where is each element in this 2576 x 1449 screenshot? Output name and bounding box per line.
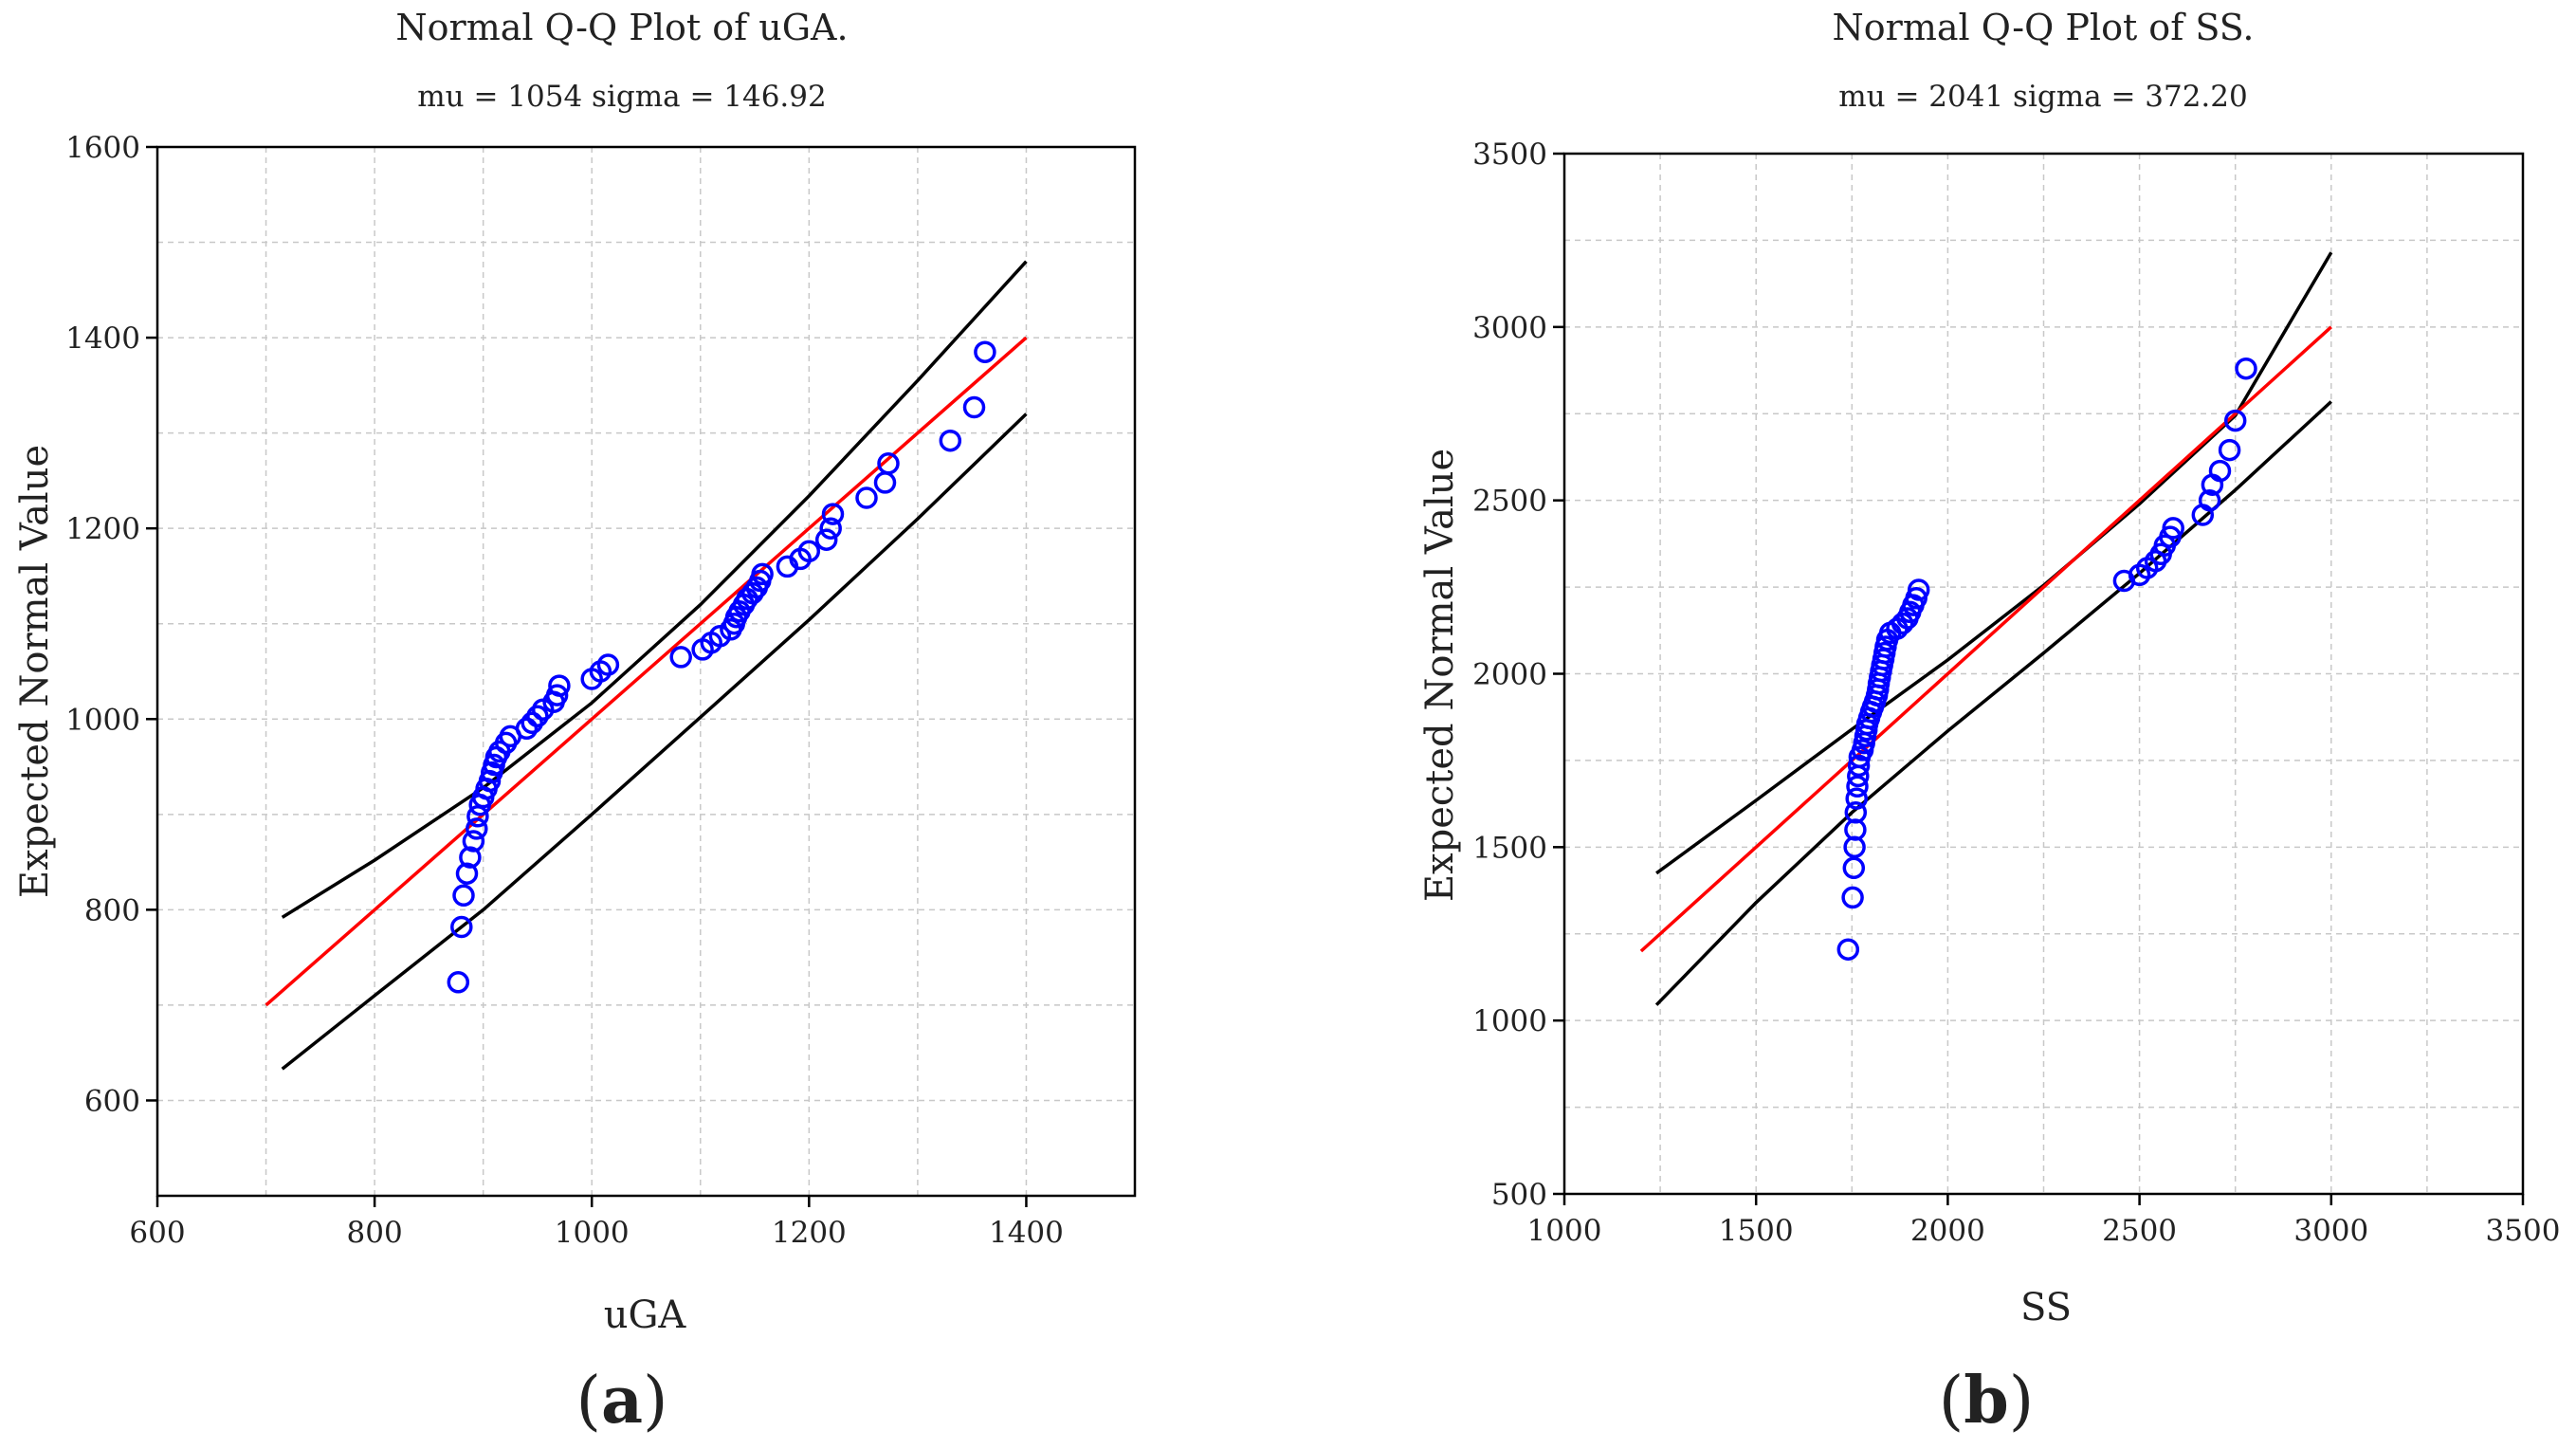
y-tick-label: 1400: [65, 321, 140, 356]
data-point: [708, 625, 732, 648]
y-tick-label: 500: [1491, 1178, 1547, 1212]
x-tick-label: 1200: [772, 1216, 847, 1250]
data-point: [459, 846, 482, 869]
panel-b-grid: [1564, 154, 2523, 1194]
y-tick-label: 1200: [65, 512, 140, 546]
data-point: [669, 646, 692, 669]
data-point: [548, 674, 571, 697]
panel-a-label: (a): [575, 1363, 667, 1439]
data-point: [2162, 517, 2184, 540]
data-point: [877, 452, 900, 475]
panel-a-points: [447, 340, 996, 994]
panel-b-lines: [1639, 251, 2333, 1006]
data-point: [2235, 357, 2257, 380]
panel-a-x-axis-label: uGA: [604, 1293, 687, 1337]
y-tick-label: 800: [84, 893, 140, 927]
x-tick-label: 2500: [2102, 1214, 2177, 1248]
panel-a-lines: [265, 260, 1028, 1071]
y-tick-label: 1000: [65, 703, 140, 737]
y-tick-label: 2000: [1472, 658, 1547, 692]
data-point: [962, 395, 986, 419]
data-point: [2198, 488, 2221, 512]
data-point: [596, 653, 620, 676]
data-point: [751, 562, 774, 586]
data-point: [2223, 409, 2247, 432]
panel-b-ss-qq-plot: Normal Q-Q Plot of SS. mu = 2041 sigma =…: [1418, 7, 2560, 1439]
data-point: [447, 971, 470, 994]
data-point: [1836, 938, 1860, 961]
x-tick-label: 3500: [2486, 1214, 2561, 1248]
lower-confidence-band: [281, 413, 1028, 1071]
data-point: [814, 528, 838, 551]
data-point: [1844, 818, 1867, 841]
lower-confidence-band: [1654, 400, 2332, 1006]
x-tick-label: 1500: [1719, 1214, 1794, 1248]
normal-reference-line: [1639, 325, 2332, 953]
data-point: [466, 817, 488, 840]
y-tick-label: 3000: [1472, 311, 1547, 345]
data-point: [515, 717, 539, 741]
data-point: [1841, 886, 1864, 909]
x-tick-label: 1000: [1527, 1214, 1602, 1248]
y-tick-label: 1000: [1472, 1004, 1547, 1038]
data-point: [1844, 801, 1868, 824]
panel-b-x-axis-label: SS: [2020, 1286, 2072, 1330]
upper-confidence-band: [281, 260, 1028, 919]
panel-b-subtitle: mu = 2041 sigma = 372.20: [1838, 80, 2248, 114]
data-point: [521, 711, 543, 735]
data-point: [819, 517, 842, 540]
x-tick-label: 800: [347, 1216, 403, 1250]
x-tick-label: 1400: [989, 1216, 1064, 1250]
panel-a-ugA-qq-plot: Normal Q-Q Plot of uGA. mu = 1054 sigma …: [13, 7, 1137, 1439]
data-point: [452, 884, 475, 908]
x-tick-label: 600: [129, 1216, 185, 1250]
y-tick-label: 2500: [1472, 485, 1547, 519]
panel-b-points: [1836, 357, 2257, 961]
data-point: [2218, 438, 2241, 462]
y-tick-label: 1600: [65, 131, 140, 165]
x-tick-label: 2000: [1910, 1214, 1985, 1248]
data-point: [1842, 856, 1866, 880]
panel-a-ticks: 600 800 1000 1200 1400 600 800 1000 1200 1400 1600: [65, 131, 1064, 1250]
panel-a-title: Normal Q-Q Plot of uGA.: [395, 7, 848, 48]
normal-reference-line: [265, 336, 1028, 1007]
y-tick-label: 600: [84, 1084, 140, 1118]
x-tick-label: 3000: [2293, 1214, 2368, 1248]
data-point: [939, 429, 962, 452]
panel-b-y-axis-label: Expected Normal Value: [1418, 449, 1462, 902]
data-point: [1845, 787, 1868, 810]
data-point: [1846, 775, 1869, 798]
data-point: [545, 684, 569, 706]
panel-a-plot-frame: [155, 145, 1137, 1198]
data-point: [974, 340, 996, 363]
panel-a-subtitle: mu = 1054 sigma = 146.92: [417, 80, 827, 114]
data-point: [873, 471, 897, 494]
y-tick-label: 3500: [1472, 138, 1547, 172]
data-point: [450, 915, 473, 939]
data-point: [462, 830, 485, 853]
x-tick-label: 1000: [555, 1216, 630, 1250]
data-point: [1907, 578, 1930, 601]
data-point: [797, 540, 821, 563]
upper-confidence-band: [1655, 251, 2333, 875]
panel-a-label-letter: a: [601, 1363, 643, 1439]
y-tick-label: 1500: [1472, 831, 1547, 865]
data-point: [821, 503, 845, 525]
panel-b-label: (b): [1939, 1363, 2035, 1439]
panel-b-label-letter: b: [1964, 1363, 2009, 1439]
panel-b-ticks: 1000 1500 2000 2500 3000 35005001000150020002…: [1472, 138, 2560, 1248]
panel-a-y-axis-label: Expected Normal Value: [13, 445, 57, 898]
data-point: [855, 486, 878, 509]
data-point: [526, 705, 549, 728]
data-point: [455, 862, 479, 885]
data-point: [2208, 459, 2232, 483]
panel-b-title: Normal Q-Q Plot of SS.: [1833, 7, 2255, 48]
data-point: [1847, 754, 1871, 778]
